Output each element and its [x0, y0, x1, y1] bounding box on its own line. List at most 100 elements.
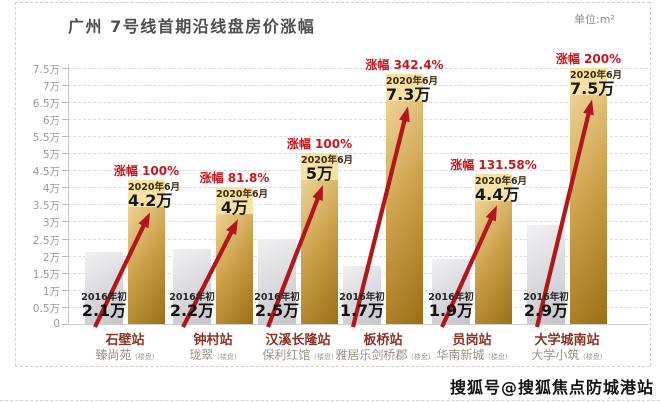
bar-2020-date-label: 2020年6月: [386, 76, 439, 88]
property-name: 臻尚苑 (楼盘): [95, 348, 155, 362]
bar-2016-label: 2016年初 1.7万: [327, 292, 397, 319]
bar-2020-value-label: 4万: [220, 198, 249, 218]
axis-tick: [62, 135, 68, 137]
bar-2020-value-label: 4.4万: [475, 184, 520, 204]
axis-tick-label: 7.5万: [32, 63, 60, 76]
property-name: 大学小筑 (楼盘): [531, 348, 603, 362]
bar-2020: [386, 101, 423, 324]
property-name: 保利红馆 (楼盘): [262, 348, 334, 362]
chart-title: 广州 7号线首期沿线盘房价涨幅: [68, 17, 316, 36]
price-2020-box: 2020年6月 7.3万: [386, 74, 439, 105]
axis-tick-label: 0.5万: [32, 302, 60, 315]
increase-label: 涨幅 100%: [113, 164, 180, 179]
property-name: 华南新城 (楼盘): [436, 348, 508, 362]
axis-tick: [62, 153, 68, 154]
bar-2020: [570, 94, 607, 324]
axis-tick: [62, 101, 68, 103]
increase-label: 涨幅 342.4%: [365, 58, 444, 73]
bar-2016-value-label: 2.5万: [254, 301, 300, 320]
property-suffix: (楼盘): [583, 353, 603, 361]
axis-tick: [62, 67, 68, 69]
bar-2020-date-label: 2020年6月: [216, 189, 269, 201]
bar-2016-value-label: 1.7万: [339, 301, 385, 320]
grid-line: [68, 153, 648, 154]
axis-tick-label: 6万: [42, 114, 60, 127]
y-axis-line: [68, 63, 69, 324]
grid-line: [68, 101, 648, 103]
axis-tick: [62, 221, 68, 223]
price-2020-box: 2020年6月 4万: [216, 187, 269, 218]
price-2020-box: 2020年6月 5万: [301, 153, 354, 183]
axis-tick-label: 1万: [42, 285, 60, 298]
axis-tick-label: 4.5万: [32, 166, 60, 179]
bar-2020-date-label: 2020年6月: [128, 182, 181, 194]
price-2020-box: 2020年6月 4.2万: [128, 180, 181, 211]
grid-line: [68, 67, 648, 69]
axis-tick: [62, 306, 68, 308]
watermark: 搜狐号@搜狐焦点防城港站: [449, 378, 654, 397]
axis-tick: [62, 324, 68, 325]
property-suffix: (楼盘): [488, 353, 508, 361]
axis-tick: [62, 118, 68, 120]
price-2020-box: 2020年6月 4.4万: [475, 173, 528, 204]
bar-2020-date-label: 2020年6月: [475, 175, 528, 187]
increase-label: 涨幅 81.8%: [199, 171, 270, 186]
station-name: 板桥站: [363, 333, 403, 348]
axis-tick-label: 4万: [42, 183, 60, 196]
bar-2016-label: 2016年初 1.9万: [416, 292, 486, 319]
property-name: 雅居乐剑桥郡 (楼盘): [335, 348, 431, 362]
unit-label: 单位:m²: [574, 13, 615, 26]
increase-label: 涨幅 131.58%: [450, 157, 537, 172]
bar-2016-value-label: 2.1万: [81, 301, 127, 320]
price-2020-box: 2020年6月 7.5万: [570, 67, 623, 98]
bar-2020-value-label: 7.5万: [570, 78, 615, 98]
axis-tick: [62, 289, 68, 291]
property-name: 珑翠 (楼盘): [189, 348, 237, 362]
grid-line: [68, 118, 648, 120]
axis-tick-label: 2.5万: [32, 234, 60, 247]
property-suffix: (楼盘): [411, 353, 431, 361]
bar-2016-label: 2016年初 2.9万: [511, 292, 581, 319]
axis-tick: [62, 187, 68, 189]
increase-label: 涨幅 100%: [286, 137, 353, 151]
bar-2020-value-label: 7.3万: [386, 85, 431, 105]
station-name: 钟村站: [193, 333, 233, 348]
axis-tick: [62, 272, 68, 274]
axis-tick: [62, 255, 68, 257]
station-name: 大学城南站: [534, 333, 600, 348]
axis-tick-label: 6.5万: [32, 97, 60, 110]
bar-2016-label: 2016年初 2.2万: [157, 292, 227, 319]
property-suffix: (楼盘): [217, 353, 237, 361]
property-suffix: (楼盘): [135, 353, 155, 361]
axis-tick-label: 2万: [42, 251, 60, 264]
station-name: 员岗站: [452, 333, 492, 348]
axis-tick-label: 7万: [42, 80, 60, 93]
bar-2016-value-label: 2.2万: [169, 301, 215, 320]
x-axis-line: [68, 324, 648, 325]
axis-tick-label: 0: [53, 318, 60, 330]
axis-tick-label: 1.5万: [32, 268, 60, 281]
axis-tick-label: 3万: [42, 217, 60, 230]
bar-2020-value-label: 5万: [305, 164, 334, 183]
axis-tick: [62, 170, 68, 172]
bar-2020-date-label: 2020年6月: [570, 69, 623, 81]
axis-tick: [62, 204, 68, 206]
bar-2020-value-label: 4.2万: [128, 191, 173, 211]
station-name: 汉溪长隆站: [265, 333, 331, 348]
property-suffix: (楼盘): [314, 353, 334, 361]
axis-tick-label: 5万: [42, 149, 60, 161]
bar-2016-value-label: 1.9万: [428, 301, 474, 320]
axis-tick-label: 5.5万: [32, 131, 60, 144]
bar-2016-label: 2016年初 2.1万: [69, 292, 139, 319]
increase-label: 涨幅 200%: [555, 51, 622, 66]
axis-tick: [62, 238, 68, 240]
station-name: 石壁站: [105, 333, 145, 348]
axis-tick: [62, 84, 68, 86]
grid-line: [68, 84, 648, 86]
bar-2016-label: 2016年初 2.5万: [242, 292, 312, 319]
bar-2020-date-label: 2020年6月: [301, 155, 354, 166]
bar-2016-value-label: 2.9万: [523, 301, 569, 320]
axis-tick-label: 3.5万: [32, 200, 60, 213]
